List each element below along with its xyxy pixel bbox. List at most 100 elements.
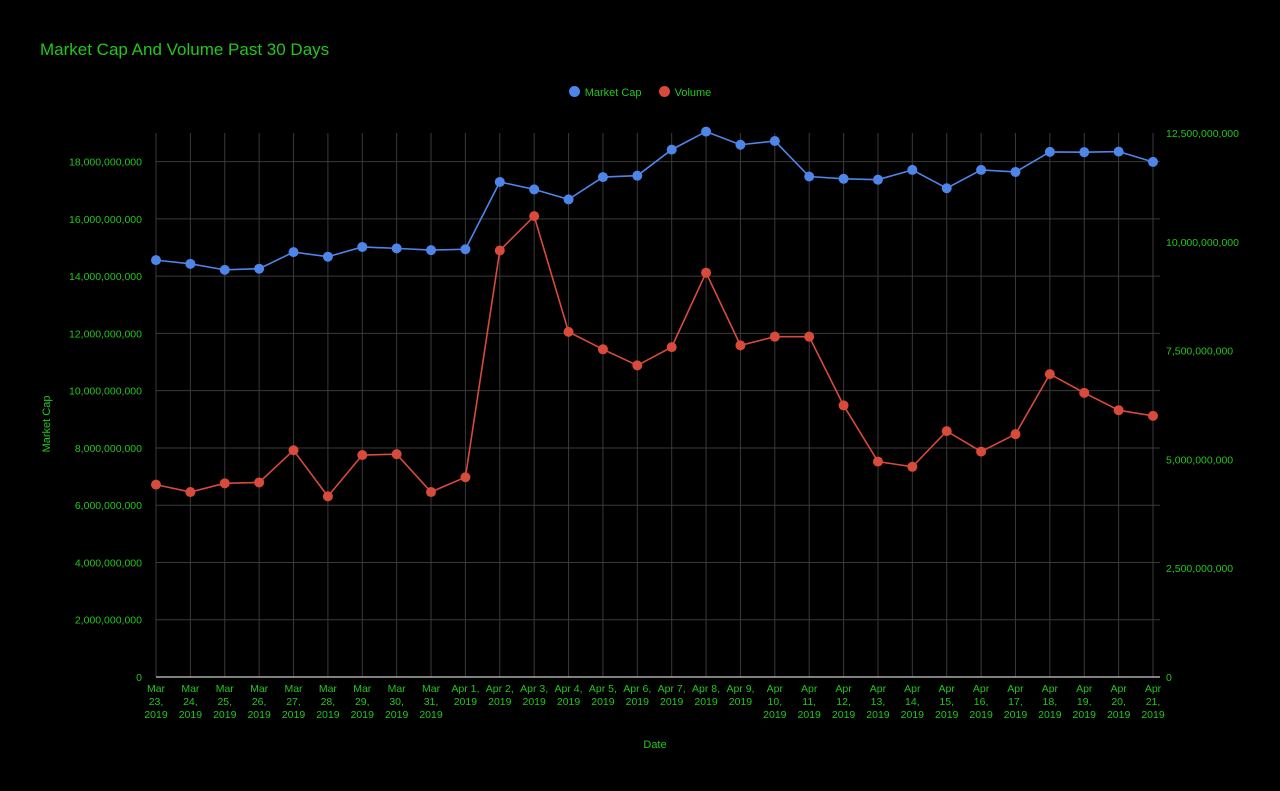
data-point-volume[interactable] bbox=[632, 360, 643, 371]
data-point-volume[interactable] bbox=[872, 456, 883, 467]
data-point-volume[interactable] bbox=[288, 445, 299, 456]
data-point-volume[interactable] bbox=[563, 326, 574, 337]
data-point-market-cap[interactable] bbox=[288, 247, 299, 258]
x-tick-label: Apr 20, 2019 bbox=[1107, 683, 1131, 721]
data-point-market-cap[interactable] bbox=[735, 139, 746, 150]
legend: Market Cap Volume bbox=[0, 86, 1280, 99]
data-point-volume[interactable] bbox=[941, 426, 952, 437]
series-line-market-cap bbox=[155, 130, 1154, 271]
y-tick-label: 18,000,000,000 bbox=[69, 157, 142, 169]
data-point-volume[interactable] bbox=[185, 487, 196, 498]
data-point-volume[interactable] bbox=[1044, 369, 1055, 380]
data-point-volume[interactable] bbox=[254, 477, 265, 488]
data-point-volume[interactable] bbox=[735, 340, 746, 351]
data-point-market-cap[interactable] bbox=[185, 258, 196, 269]
x-tick-label: Mar 28, 2019 bbox=[316, 683, 340, 721]
data-point-volume[interactable] bbox=[1148, 410, 1158, 421]
data-point-volume[interactable] bbox=[426, 487, 437, 498]
data-point-market-cap[interactable] bbox=[219, 264, 230, 275]
data-point-market-cap[interactable] bbox=[151, 255, 161, 266]
x-tick-label: Apr 19, 2019 bbox=[1073, 683, 1097, 721]
data-point-market-cap[interactable] bbox=[1079, 147, 1090, 158]
legend-label-market-cap: Market Cap bbox=[584, 87, 642, 99]
data-point-volume[interactable] bbox=[701, 267, 712, 278]
data-point-market-cap[interactable] bbox=[701, 126, 712, 137]
y2-tick-label: 0 bbox=[1166, 672, 1172, 684]
data-point-market-cap[interactable] bbox=[391, 243, 402, 254]
y2-tick-label: 5,000,000,000 bbox=[1166, 454, 1233, 466]
data-point-market-cap[interactable] bbox=[666, 144, 677, 155]
data-point-market-cap[interactable] bbox=[769, 136, 780, 147]
x-tick-label: Apr 1, 2019 bbox=[451, 683, 479, 708]
y-tick-label: 0 bbox=[136, 672, 142, 684]
data-point-volume[interactable] bbox=[907, 461, 918, 472]
x-tick-label: Mar 27, 2019 bbox=[282, 683, 306, 721]
x-tick-label: Apr 10, 2019 bbox=[763, 683, 787, 721]
data-point-market-cap[interactable] bbox=[460, 244, 471, 255]
x-tick-label: Apr 8, 2019 bbox=[692, 683, 720, 708]
data-point-market-cap[interactable] bbox=[632, 170, 643, 181]
data-point-market-cap[interactable] bbox=[597, 172, 608, 183]
data-point-market-cap[interactable] bbox=[1113, 146, 1124, 157]
data-point-market-cap[interactable] bbox=[426, 245, 437, 256]
x-tick-label: Apr 14, 2019 bbox=[901, 683, 925, 721]
series-line-volume bbox=[155, 214, 1154, 498]
y-tick-label: 6,000,000,000 bbox=[75, 500, 142, 512]
y-tick-label: 12,000,000,000 bbox=[69, 328, 142, 340]
data-point-volume[interactable] bbox=[357, 450, 368, 461]
data-point-volume[interactable] bbox=[494, 245, 505, 256]
data-point-volume[interactable] bbox=[322, 491, 333, 502]
gridlines bbox=[155, 133, 1160, 677]
y2-tick-label: 2,500,000,000 bbox=[1166, 563, 1233, 575]
data-point-market-cap[interactable] bbox=[907, 164, 918, 175]
data-point-market-cap[interactable] bbox=[838, 173, 849, 184]
legend-item-market-cap[interactable]: Market Cap bbox=[568, 86, 642, 99]
data-point-volume[interactable] bbox=[460, 472, 471, 483]
x-tick-label: Apr 7, 2019 bbox=[658, 683, 686, 708]
x-tick-label: Apr 11, 2019 bbox=[798, 683, 822, 721]
axes: 0 2,000,000,000 4,000,000,000 6,000,000,000… bbox=[69, 128, 1239, 721]
data-point-market-cap[interactable] bbox=[494, 176, 505, 187]
x-tick-label: Apr 18, 2019 bbox=[1038, 683, 1062, 721]
legend-item-volume[interactable]: Volume bbox=[658, 86, 711, 99]
data-point-market-cap[interactable] bbox=[1044, 146, 1055, 157]
x-tick-label: Mar 26, 2019 bbox=[247, 683, 271, 721]
y-tick-label: 16,000,000,000 bbox=[69, 214, 142, 226]
data-point-market-cap[interactable] bbox=[254, 263, 265, 274]
data-point-volume[interactable] bbox=[666, 342, 677, 353]
x-tick-label: Apr 15, 2019 bbox=[935, 683, 959, 721]
data-point-volume[interactable] bbox=[597, 344, 608, 355]
legend-marker-volume bbox=[658, 86, 670, 97]
data-point-volume[interactable] bbox=[1113, 405, 1124, 416]
y2-tick-label: 10,000,000,000 bbox=[1166, 237, 1239, 249]
data-point-volume[interactable] bbox=[804, 331, 815, 342]
data-point-volume[interactable] bbox=[976, 446, 987, 457]
legend-marker-market-cap bbox=[568, 86, 580, 97]
data-point-market-cap[interactable] bbox=[322, 251, 333, 262]
x-tick-label: Apr 12, 2019 bbox=[832, 683, 856, 721]
data-point-market-cap[interactable] bbox=[941, 183, 952, 194]
y-tick-label: 10,000,000,000 bbox=[69, 386, 142, 398]
data-point-market-cap[interactable] bbox=[804, 171, 815, 182]
data-point-volume[interactable] bbox=[838, 400, 849, 411]
data-point-volume[interactable] bbox=[391, 449, 402, 460]
x-tick-label: Apr 21, 2019 bbox=[1141, 683, 1165, 721]
data-point-market-cap[interactable] bbox=[357, 241, 368, 252]
data-point-volume[interactable] bbox=[769, 331, 780, 342]
data-point-volume[interactable] bbox=[1010, 429, 1021, 440]
data-point-market-cap[interactable] bbox=[976, 164, 987, 175]
data-point-volume[interactable] bbox=[219, 478, 230, 489]
data-point-market-cap[interactable] bbox=[1010, 166, 1021, 177]
data-point-market-cap[interactable] bbox=[1148, 156, 1158, 167]
data-point-market-cap[interactable] bbox=[872, 174, 883, 185]
series bbox=[151, 126, 1158, 502]
data-point-market-cap[interactable] bbox=[563, 194, 574, 205]
data-point-volume[interactable] bbox=[1079, 387, 1090, 398]
data-point-volume[interactable] bbox=[151, 479, 161, 490]
data-point-market-cap[interactable] bbox=[529, 184, 540, 195]
x-tick-label: Apr 16, 2019 bbox=[969, 683, 993, 721]
x-tick-label: Mar 25, 2019 bbox=[213, 683, 237, 721]
x-tick-label: Apr 13, 2019 bbox=[866, 683, 890, 721]
data-point-volume[interactable] bbox=[529, 211, 540, 222]
y-tick-label: 2,000,000,000 bbox=[75, 615, 142, 627]
